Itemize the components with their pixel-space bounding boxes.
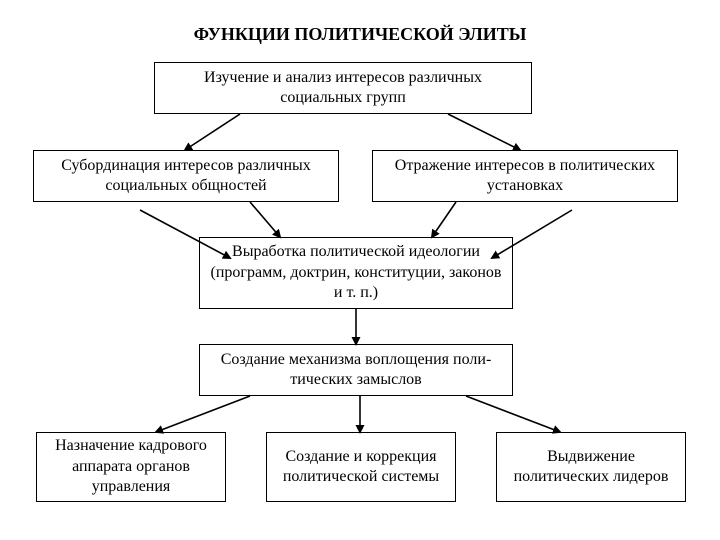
- edge-arrow: [466, 396, 560, 432]
- node-study-analysis: Изучение и анализ интересов различных со…: [154, 62, 532, 114]
- edge-arrow: [156, 396, 250, 432]
- node-subordination: Субординация интересов различных социаль…: [33, 150, 339, 202]
- node-leaders: Выдвижение политических лидеров: [496, 432, 686, 502]
- node-ideology: Выработка политической идеологии (програ…: [199, 237, 513, 309]
- diagram-title: ФУНКЦИИ ПОЛИТИЧЕСКОЙ ЭЛИТЫ: [0, 24, 720, 45]
- edge-arrow: [448, 114, 520, 150]
- edge-arrow: [185, 114, 240, 150]
- node-reflection: Отражение интересов в политических устан…: [372, 150, 678, 202]
- node-cadre: Назначение кадрового аппарата органов уп…: [36, 432, 226, 502]
- node-system: Создание и коррекция политической систем…: [266, 432, 456, 502]
- edge-arrow: [432, 202, 456, 237]
- node-mechanism: Создание механизма воплощения поли­тичес…: [199, 344, 513, 396]
- edge-arrow: [250, 202, 280, 237]
